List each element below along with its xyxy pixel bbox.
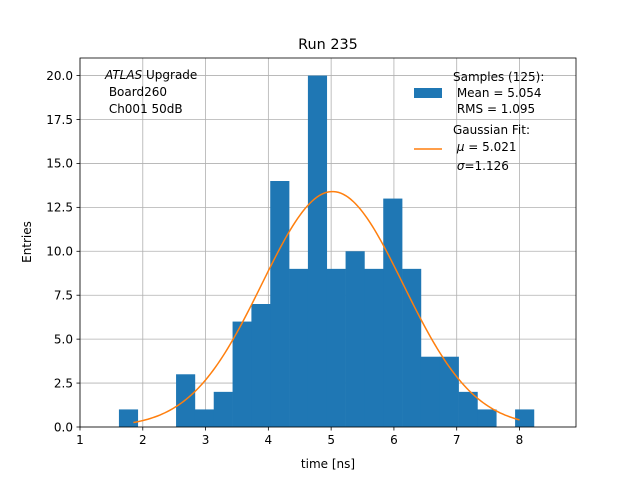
- legend-samples-mean: Mean = 5.054: [453, 86, 542, 100]
- y-tick-label: 7.5: [54, 289, 73, 303]
- x-tick-label: 8: [516, 433, 524, 447]
- legend: Samples (125): Mean = 5.054 RMS = 1.095 …: [414, 70, 544, 173]
- annotation-line-2: Board260: [105, 85, 167, 99]
- histogram-bar: [232, 321, 252, 427]
- legend-samples-title: Samples (125):: [453, 70, 544, 84]
- histogram-bar: [307, 75, 328, 428]
- x-tick-label: 4: [265, 433, 273, 447]
- y-tick-label: 12.5: [46, 201, 73, 215]
- y-tick-label: 10.0: [46, 245, 73, 259]
- y-tick-label: 2.5: [54, 376, 73, 390]
- histogram-bar: [118, 409, 139, 427]
- y-tick-label: 20.0: [46, 69, 73, 83]
- histogram-bar: [194, 409, 215, 427]
- legend-mu-value: = 5.021: [464, 140, 516, 154]
- x-tick-label: 7: [453, 433, 461, 447]
- histogram-bar: [383, 198, 403, 427]
- histogram-bar: [458, 391, 478, 427]
- histogram-bar: [515, 409, 535, 427]
- y-tick-label: 15.0: [46, 157, 73, 171]
- x-axis-label: time [ns]: [301, 457, 355, 471]
- chart-title: Run 235: [298, 37, 358, 53]
- histogram-bar: [270, 181, 290, 427]
- x-tick-label: 6: [390, 433, 398, 447]
- histogram-bar: [213, 391, 233, 427]
- y-axis-ticks: 0.0 2.5 5.0 7.5 10.0 12.5 15.0 17.5 20.0: [46, 69, 80, 434]
- y-tick-label: 0.0: [54, 420, 73, 434]
- histogram-bar: [289, 268, 309, 427]
- plot-frame: [79, 57, 577, 428]
- x-tick-label: 2: [139, 433, 147, 447]
- y-tick-label: 17.5: [46, 113, 73, 127]
- annotation-line-3: Ch001 50dB: [105, 102, 183, 116]
- histogram-bar: [402, 268, 422, 427]
- legend-sigma-value: =1.126: [464, 159, 508, 173]
- y-axis-label: Entries: [20, 221, 34, 263]
- annotation: ATLAS Upgrade Board260 Ch001 50dB: [104, 68, 197, 116]
- legend-fit-mu: μ = 5.021: [453, 140, 517, 154]
- legend-samples-rms: RMS = 1.095: [453, 102, 535, 116]
- histogram-bar: [251, 304, 271, 427]
- legend-sigma-symbol: σ: [457, 159, 465, 173]
- x-tick-label: 5: [327, 433, 335, 447]
- x-tick-label: 3: [202, 433, 210, 447]
- x-tick-label: 1: [76, 433, 84, 447]
- y-tick-label: 5.0: [54, 332, 73, 346]
- legend-fit-sigma: σ=1.126: [453, 159, 509, 173]
- gaussian-fit-line: [133, 190, 520, 424]
- legend-fit-title: Gaussian Fit:: [453, 123, 530, 137]
- histogram-bar: [477, 409, 497, 427]
- legend-mu-symbol: μ: [456, 140, 465, 154]
- histogram-bar: [420, 356, 441, 427]
- legend-histogram-swatch: [414, 88, 442, 98]
- annotation-upgrade: Upgrade: [142, 68, 197, 82]
- histogram-bar: [326, 268, 346, 427]
- histogram-bars: [118, 75, 535, 428]
- annotation-atlas: ATLAS: [104, 68, 143, 82]
- histogram-bar: [345, 251, 365, 427]
- histogram-bar: [364, 268, 384, 427]
- annotation-line-1: ATLAS Upgrade: [104, 68, 197, 82]
- x-axis-ticks: 1 2 3 4 5 6 7 8: [76, 427, 523, 447]
